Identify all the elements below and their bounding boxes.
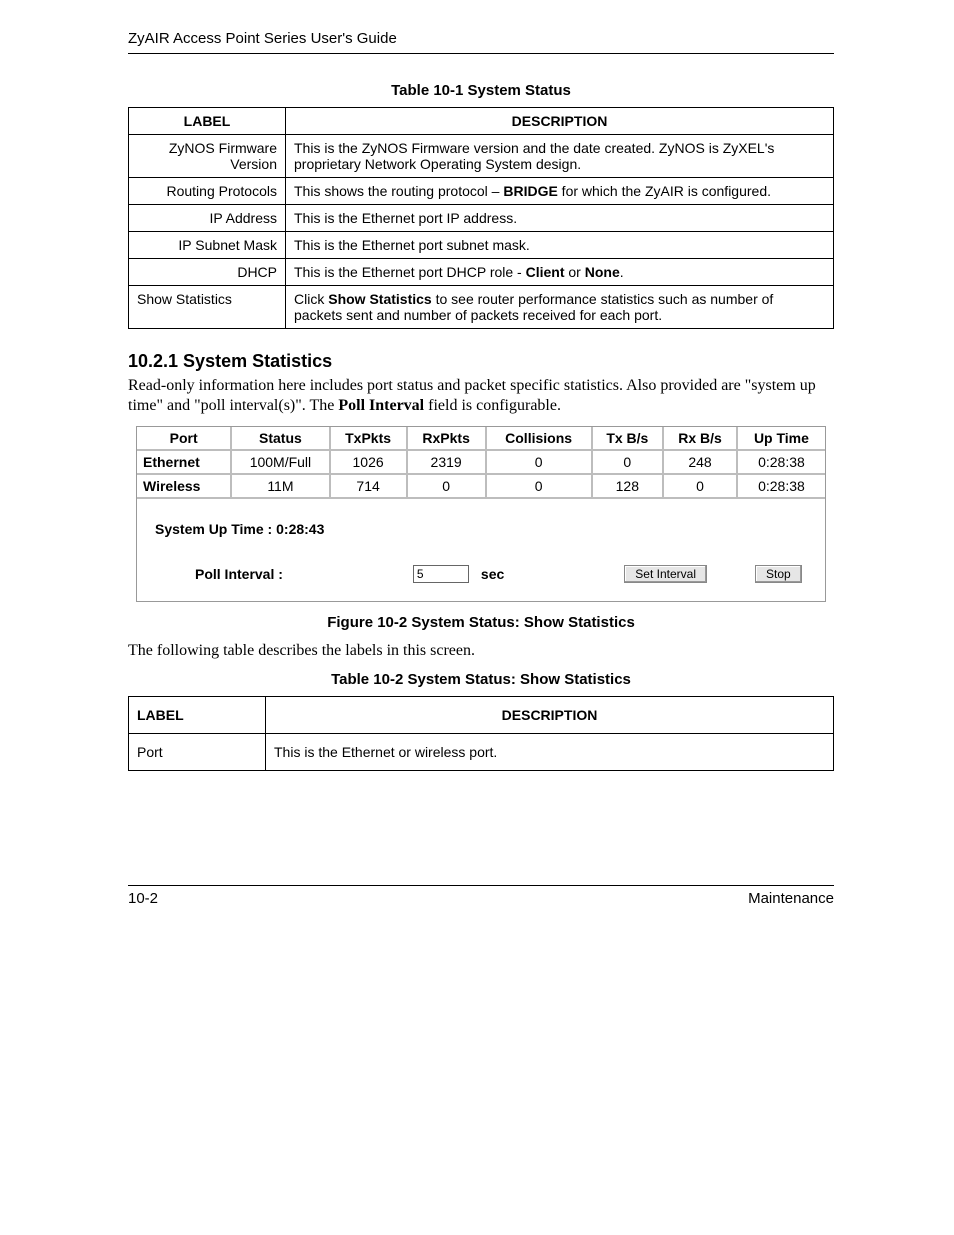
t101-desc: This is the Ethernet port DHCP role - Cl… bbox=[286, 259, 834, 286]
figure-10-2-caption: Figure 10-2 System Status: Show Statisti… bbox=[128, 614, 834, 631]
stats-txpkts: 1026 bbox=[330, 450, 407, 474]
t102-col-label: LABEL bbox=[129, 697, 266, 734]
t101-col-label: LABEL bbox=[129, 108, 286, 135]
section-heading: 10.2.1 System Statistics bbox=[128, 351, 834, 372]
footer-section: Maintenance bbox=[748, 890, 834, 907]
table-row: ZyNOS Firmware VersionThis is the ZyNOS … bbox=[129, 135, 834, 178]
stats-col-txbs: Tx B/s bbox=[592, 427, 664, 450]
post-figure-paragraph: The following table describes the labels… bbox=[128, 641, 834, 661]
stats-col-collisions: Collisions bbox=[486, 427, 592, 450]
stats-txpkts: 714 bbox=[330, 474, 407, 498]
table-10-2-caption: Table 10-2 System Status: Show Statistic… bbox=[128, 671, 834, 688]
t101-col-desc: DESCRIPTION bbox=[286, 108, 834, 135]
section-paragraph: Read-only information here includes port… bbox=[128, 376, 834, 416]
stats-col-rxpkts: RxPkts bbox=[407, 427, 486, 450]
t102-col-desc: DESCRIPTION bbox=[266, 697, 834, 734]
stats-uptime: 0:28:38 bbox=[737, 450, 825, 474]
table-row: Ethernet100M/Full10262319002480:28:38 bbox=[137, 450, 825, 474]
running-head: ZyAIR Access Point Series User's Guide bbox=[128, 30, 834, 54]
stats-col-uptime: Up Time bbox=[737, 427, 825, 450]
stats-uptime: 0:28:38 bbox=[737, 474, 825, 498]
stats-table: Port Status TxPkts RxPkts Collisions Tx … bbox=[137, 427, 825, 499]
table-row: Port This is the Ethernet or wireless po… bbox=[129, 734, 834, 771]
stats-rxbs: 0 bbox=[663, 474, 737, 498]
stats-col-rxbs: Rx B/s bbox=[663, 427, 737, 450]
t101-label: ZyNOS Firmware Version bbox=[129, 135, 286, 178]
page-number: 10-2 bbox=[128, 890, 158, 907]
uptime-label: System Up Time : bbox=[155, 521, 276, 537]
poll-interval-label: Poll Interval : bbox=[195, 566, 283, 582]
stats-status: 100M/Full bbox=[231, 450, 329, 474]
t101-desc: This is the Ethernet port subnet mask. bbox=[286, 232, 834, 259]
t101-desc: This is the ZyNOS Firmware version and t… bbox=[286, 135, 834, 178]
sec-label: sec bbox=[481, 566, 504, 582]
t101-label: Routing Protocols bbox=[129, 178, 286, 205]
stats-col-txpkts: TxPkts bbox=[330, 427, 407, 450]
table-row: IP AddressThis is the Ethernet port IP a… bbox=[129, 205, 834, 232]
stats-figure: Port Status TxPkts RxPkts Collisions Tx … bbox=[136, 426, 826, 602]
uptime-value: 0:28:43 bbox=[276, 521, 324, 537]
table-row: IP Subnet MaskThis is the Ethernet port … bbox=[129, 232, 834, 259]
stats-port: Wireless bbox=[137, 474, 231, 498]
table-row: DHCPThis is the Ethernet port DHCP role … bbox=[129, 259, 834, 286]
t101-desc: This shows the routing protocol – BRIDGE… bbox=[286, 178, 834, 205]
table-row: Routing ProtocolsThis shows the routing … bbox=[129, 178, 834, 205]
t102-desc: This is the Ethernet or wireless port. bbox=[266, 734, 834, 771]
stats-col-status: Status bbox=[231, 427, 329, 450]
t101-desc: Click Show Statistics to see router perf… bbox=[286, 286, 834, 329]
t101-desc: This is the Ethernet port IP address. bbox=[286, 205, 834, 232]
page-footer: 10-2 Maintenance bbox=[128, 885, 834, 907]
table-row: Wireless11M7140012800:28:38 bbox=[137, 474, 825, 498]
stats-txbs: 0 bbox=[592, 450, 664, 474]
t101-label: Show Statistics bbox=[129, 286, 286, 329]
stats-txbs: 128 bbox=[592, 474, 664, 498]
stats-collisions: 0 bbox=[486, 450, 592, 474]
set-interval-button[interactable]: Set Interval bbox=[624, 565, 707, 583]
t101-label: IP Subnet Mask bbox=[129, 232, 286, 259]
stats-col-port: Port bbox=[137, 427, 231, 450]
table-10-1: LABEL DESCRIPTION ZyNOS Firmware Version… bbox=[128, 107, 834, 329]
stats-collisions: 0 bbox=[486, 474, 592, 498]
t101-label: IP Address bbox=[129, 205, 286, 232]
system-uptime-line: System Up Time : 0:28:43 bbox=[155, 521, 807, 537]
stats-rxbs: 248 bbox=[663, 450, 737, 474]
table-10-1-caption: Table 10-1 System Status bbox=[128, 82, 834, 99]
t102-label: Port bbox=[129, 734, 266, 771]
poll-interval-input[interactable] bbox=[413, 565, 469, 583]
stop-button[interactable]: Stop bbox=[755, 565, 802, 583]
stats-rxpkts: 2319 bbox=[407, 450, 486, 474]
stats-status: 11M bbox=[231, 474, 329, 498]
t101-label: DHCP bbox=[129, 259, 286, 286]
table-10-2: LABEL DESCRIPTION Port This is the Ether… bbox=[128, 696, 834, 771]
stats-rxpkts: 0 bbox=[407, 474, 486, 498]
table-row: Show StatisticsClick Show Statistics to … bbox=[129, 286, 834, 329]
stats-port: Ethernet bbox=[137, 450, 231, 474]
